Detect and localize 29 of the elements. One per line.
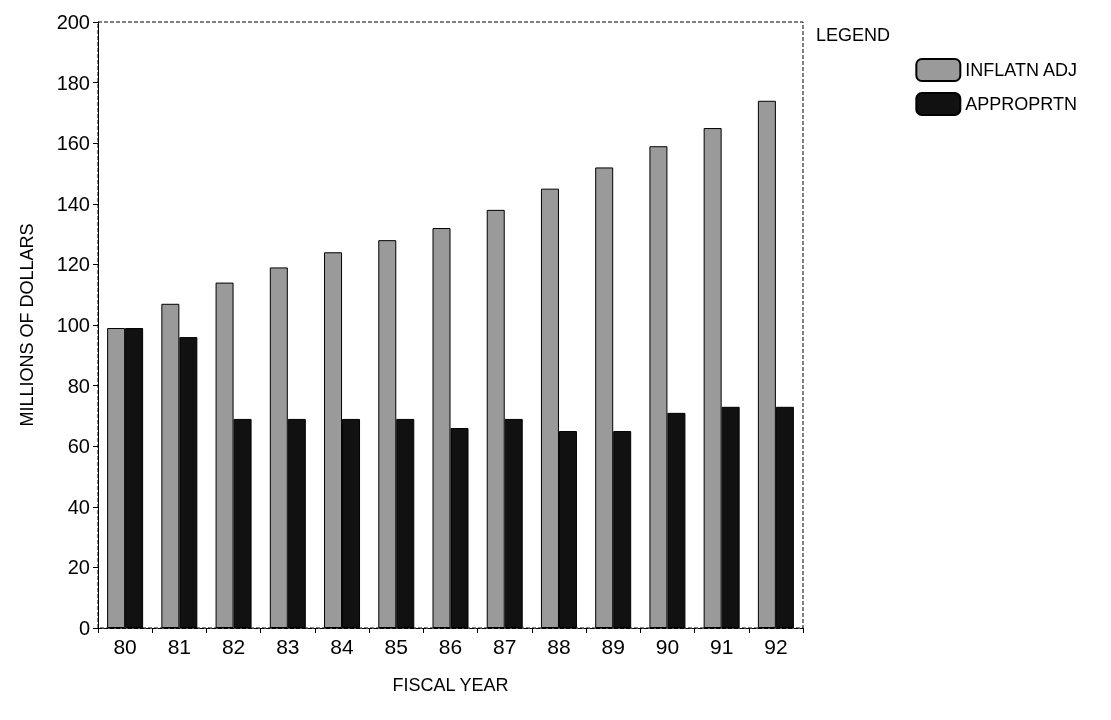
legend-label: INFLATN ADJ	[965, 60, 1078, 80]
y-tick-label: 0	[78, 617, 90, 639]
y-tick-label: 20	[67, 556, 90, 579]
x-tick-label: 92	[764, 635, 788, 658]
x-tick-label: 81	[167, 635, 192, 658]
y-tick-label: 60	[67, 435, 90, 458]
legend-label: APPROPRTN	[965, 94, 1078, 114]
y-tick-label: 160	[56, 132, 90, 155]
x-tick-label: 80	[113, 635, 137, 658]
y-tick-label: 80	[67, 374, 90, 397]
x-tick-label: 90	[655, 635, 680, 658]
x-tick-label: 88	[547, 635, 571, 658]
x-tick-label: 87	[493, 635, 517, 658]
y-tick-label: 40	[67, 495, 90, 518]
y-tick-label: 100	[56, 314, 90, 336]
x-tick-label: 83	[276, 635, 300, 658]
legend-title: LEGEND	[815, 25, 891, 45]
y-axis-title: MILLIONS OF DOLLARS	[17, 223, 37, 427]
y-tick-label: 200	[56, 11, 90, 33]
x-tick-label: 84	[330, 635, 355, 658]
x-tick-label: 82	[221, 635, 246, 658]
x-axis-title: FISCAL YEAR	[392, 675, 509, 695]
y-tick-label: 180	[56, 71, 90, 94]
x-tick-label: 91	[709, 635, 734, 658]
x-tick-label: 85	[384, 635, 408, 658]
y-tick-label: 140	[56, 192, 90, 215]
x-tick-label: 86	[438, 635, 463, 658]
x-tick-label: 89	[601, 635, 625, 658]
y-tick-label: 120	[56, 253, 90, 276]
